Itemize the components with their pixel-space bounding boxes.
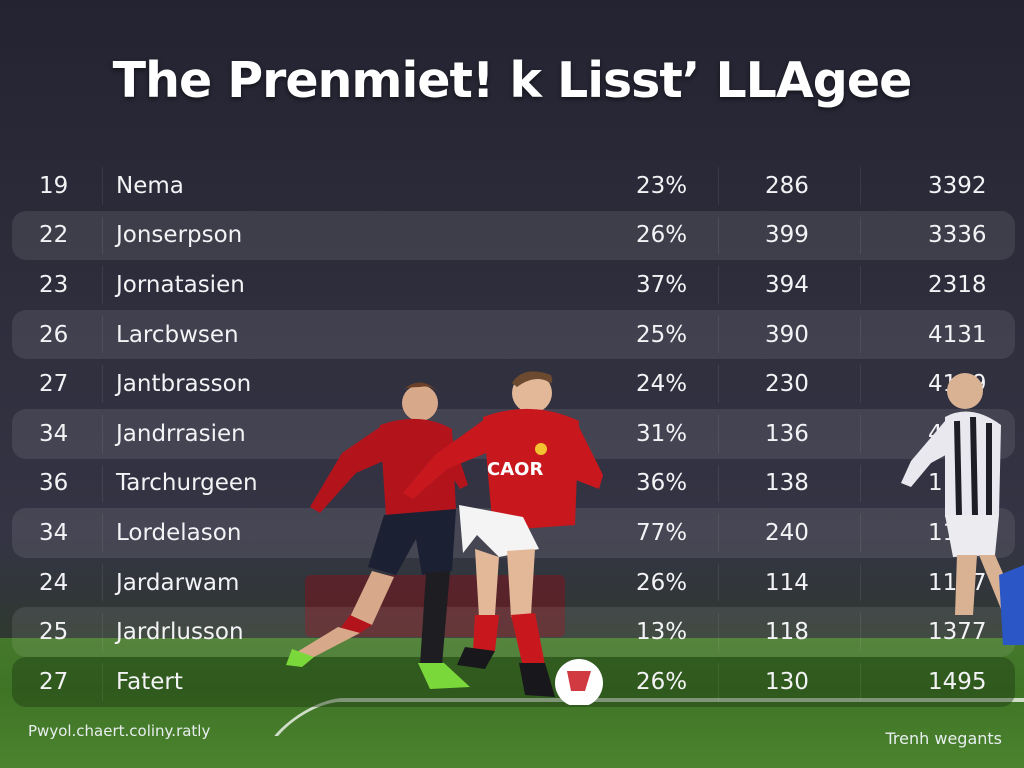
row-stat-a: 394	[765, 271, 809, 298]
column-divider	[102, 464, 103, 503]
row-stat-a: 136	[765, 420, 809, 447]
column-divider	[718, 414, 719, 453]
row-player-name: Larcbwsen	[116, 321, 239, 348]
table-row: 19 Nema 23% 286 3392	[12, 161, 1015, 211]
column-divider	[102, 613, 103, 651]
row-stat-a: 118	[765, 619, 809, 646]
row-percentage: 26%	[636, 569, 688, 596]
column-divider	[102, 563, 103, 602]
row-rank: 24	[39, 569, 69, 596]
row-player-name: Lordelason	[116, 519, 242, 546]
page-title: The Prenmiet! k Lisst’ LLAgee	[112, 52, 913, 109]
row-rank: 34	[39, 420, 69, 447]
row-player-name: Jonserpson	[116, 222, 243, 249]
row-stat-a: 138	[765, 470, 809, 497]
row-player-name: Nema	[116, 172, 184, 199]
column-divider	[718, 613, 719, 651]
row-stat-b: 2318	[928, 271, 987, 298]
table-row: 22 Jonserpson 26% 399 3336	[12, 210, 1015, 261]
background-player-illustration	[286, 382, 470, 689]
column-divider	[860, 464, 861, 503]
row-percentage: 26%	[636, 222, 688, 249]
row-percentage: 36%	[636, 470, 688, 497]
row-percentage: 23%	[636, 172, 688, 199]
column-divider	[860, 365, 861, 403]
row-rank: 22	[39, 222, 69, 249]
column-divider	[860, 414, 861, 453]
row-rank: 25	[39, 619, 69, 646]
table-row: 25 Jardrlusson 13% 118 1377	[12, 607, 1015, 657]
column-divider	[860, 563, 861, 602]
row-stat-b: 4131	[928, 321, 987, 348]
column-divider	[718, 662, 719, 701]
column-divider	[718, 563, 719, 602]
row-stat-a: 114	[765, 569, 809, 596]
column-divider	[860, 167, 861, 205]
row-player-name: Fatert	[116, 668, 183, 695]
row-percentage: 25%	[636, 321, 688, 348]
row-rank: 23	[39, 271, 69, 298]
row-percentage: 26%	[636, 668, 688, 695]
column-divider	[102, 514, 103, 552]
row-stat-a: 230	[765, 371, 809, 398]
row-stat-a: 130	[765, 668, 809, 695]
row-player-name: Jardarwam	[116, 569, 240, 596]
row-stat-b: 1495	[928, 668, 987, 695]
row-rank: 34	[39, 519, 69, 546]
row-player-name: Jantbrasson	[116, 371, 252, 398]
column-divider	[102, 167, 103, 205]
row-percentage: 77%	[636, 519, 688, 546]
row-percentage: 24%	[636, 371, 688, 398]
column-divider	[718, 464, 719, 503]
jersey-sponsor-text: CAOR	[487, 459, 543, 480]
row-rank: 27	[39, 668, 69, 695]
row-percentage: 31%	[636, 420, 688, 447]
row-stat-b: 3392	[928, 172, 987, 199]
column-divider	[102, 662, 103, 701]
row-rank: 36	[39, 470, 69, 497]
column-divider	[718, 216, 719, 255]
column-divider	[718, 514, 719, 552]
table-row: 27 Fatert 26% 130 1495	[12, 656, 1015, 707]
table-row: 23 Jornatasien 37% 394 2318	[12, 260, 1015, 310]
row-player-name: Jandrrasien	[116, 420, 246, 447]
pitch	[0, 638, 1024, 768]
row-stat-a: 240	[765, 519, 809, 546]
row-percentage: 13%	[636, 619, 688, 646]
column-divider	[860, 662, 861, 701]
column-divider	[102, 414, 103, 453]
row-stat-a: 390	[765, 321, 809, 348]
row-stat-a: 286	[765, 172, 809, 199]
column-divider	[718, 266, 719, 304]
row-rank: 26	[39, 321, 69, 348]
column-divider	[718, 365, 719, 403]
row-player-name: Jornatasien	[116, 271, 245, 298]
column-divider	[102, 266, 103, 304]
column-divider	[860, 514, 861, 552]
main-player-illustration: CAOR	[403, 371, 603, 705]
row-stat-b: 3336	[928, 222, 987, 249]
table-row: 26 Larcbwsen 25% 390 4131	[12, 309, 1015, 360]
row-rank: 27	[39, 371, 69, 398]
row-player-name: Jardrlusson	[116, 619, 244, 646]
column-divider	[718, 315, 719, 354]
column-divider	[860, 216, 861, 255]
column-divider	[860, 315, 861, 354]
footer-credit-text: Trenh wegants	[885, 729, 1003, 748]
row-rank: 19	[39, 172, 69, 199]
footer-source-text: Pwyol.chaert.coliny.ratly	[28, 722, 211, 740]
column-divider	[860, 613, 861, 651]
row-percentage: 37%	[636, 271, 688, 298]
column-divider	[860, 266, 861, 304]
column-divider	[718, 167, 719, 205]
column-divider	[102, 365, 103, 403]
row-stat-b: 1377	[928, 619, 987, 646]
column-divider	[102, 216, 103, 255]
row-stat-a: 399	[765, 222, 809, 249]
away-player-illustration	[901, 373, 1024, 645]
row-player-name: Tarchurgeen	[116, 470, 258, 497]
column-divider	[102, 315, 103, 354]
